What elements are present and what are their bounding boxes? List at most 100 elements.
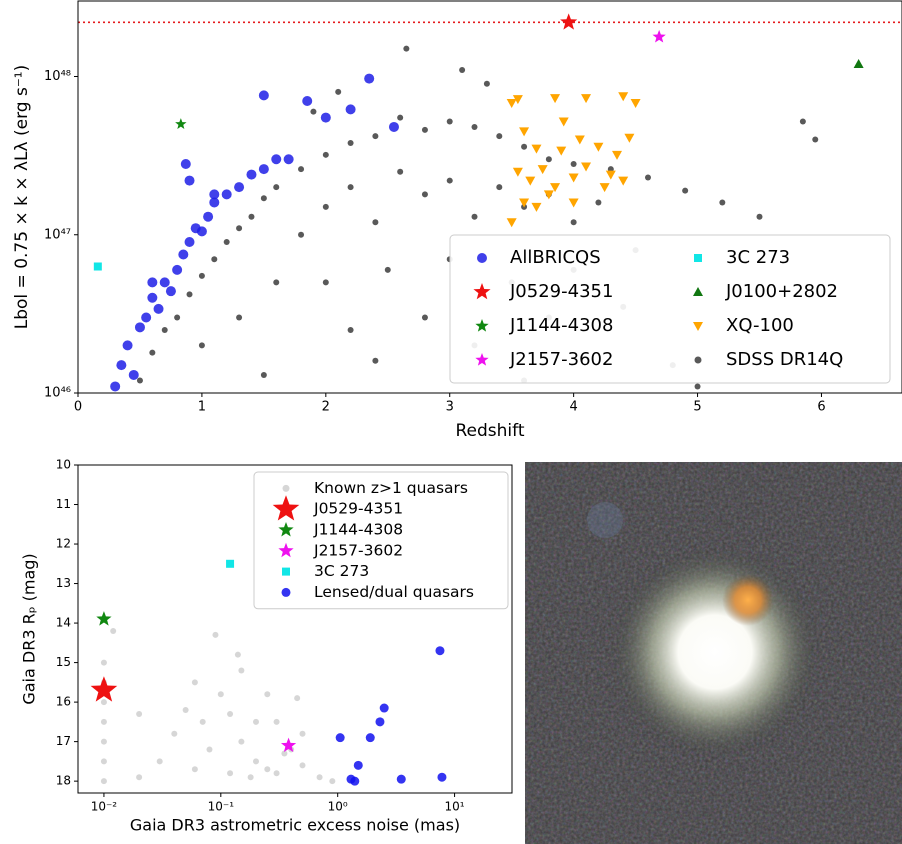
- legend-label: J0100+2802: [725, 281, 838, 302]
- data-point: [159, 277, 170, 288]
- data-point: [246, 169, 257, 180]
- legend-label: J0529-4351: [313, 500, 403, 518]
- data-point: [174, 314, 181, 321]
- data-point: [280, 737, 297, 753]
- data-point: [329, 778, 336, 785]
- data-point: [347, 140, 354, 147]
- data-point: [93, 262, 102, 271]
- legend-marker: [694, 356, 702, 364]
- data-point: [531, 144, 542, 154]
- legend-label: XQ-100: [726, 315, 794, 336]
- data-point: [320, 112, 331, 123]
- x-tick-label: 0: [74, 400, 82, 415]
- data-point: [605, 170, 616, 180]
- data-point: [612, 150, 623, 160]
- data-point: [147, 277, 158, 288]
- data-point: [365, 733, 375, 743]
- data-point: [298, 231, 305, 238]
- data-point: [437, 772, 447, 782]
- data-point: [435, 646, 445, 656]
- data-point: [322, 151, 329, 158]
- data-point: [234, 182, 245, 193]
- data-point: [347, 184, 354, 191]
- legend-marker: [475, 319, 489, 332]
- data-point: [273, 184, 280, 191]
- data-point: [198, 342, 205, 349]
- data-point: [574, 135, 585, 145]
- y-tick-label: 10: [56, 458, 71, 472]
- data-point: [618, 92, 629, 102]
- data-point: [545, 156, 552, 163]
- data-point: [299, 730, 306, 737]
- data-point: [446, 177, 453, 184]
- data-point: [122, 340, 133, 351]
- data-point: [396, 774, 406, 784]
- data-point: [525, 176, 536, 186]
- data-point: [247, 774, 254, 781]
- data-point: [100, 699, 107, 706]
- data-point: [172, 264, 183, 275]
- data-point: [581, 94, 592, 104]
- y-tick-label: 14: [56, 616, 71, 630]
- data-point: [512, 167, 523, 177]
- x-tick-label: 4: [569, 400, 577, 415]
- data-point: [136, 774, 143, 781]
- data-point: [483, 80, 490, 87]
- data-point: [110, 627, 117, 634]
- legend-marker: [693, 287, 703, 296]
- data-point: [421, 126, 428, 133]
- data-point: [149, 349, 156, 356]
- data-point: [543, 190, 554, 200]
- data-point: [570, 219, 577, 226]
- x-tick-label: 5: [693, 400, 701, 415]
- data-point: [264, 766, 271, 773]
- data-point: [568, 198, 579, 208]
- data-point: [644, 174, 651, 181]
- x-tick-label: 2: [322, 400, 330, 415]
- data-point: [388, 121, 399, 132]
- legend-marker: [278, 522, 294, 537]
- data-point: [147, 292, 158, 303]
- data-point: [372, 357, 379, 364]
- data-point: [156, 758, 163, 765]
- data-point: [227, 710, 234, 717]
- data-point: [302, 96, 313, 107]
- quasar-glow: [610, 547, 820, 757]
- data-point: [209, 197, 220, 208]
- data-point: [397, 168, 404, 175]
- data-point: [258, 90, 269, 101]
- data-point: [236, 225, 243, 232]
- y-tick-label: 18: [56, 774, 71, 788]
- data-point: [384, 266, 391, 273]
- data-point: [283, 154, 294, 165]
- data-point: [353, 760, 363, 770]
- data-point: [203, 211, 214, 222]
- data-point: [209, 189, 220, 200]
- data-point: [100, 758, 107, 765]
- data-point: [110, 381, 121, 392]
- data-point: [346, 774, 356, 784]
- data-point: [682, 187, 689, 194]
- data-point: [264, 691, 271, 698]
- data-point: [558, 117, 569, 127]
- data-point: [403, 45, 410, 52]
- y-tick-label: 11: [56, 497, 71, 511]
- x-tick-label: 10¹: [445, 800, 465, 814]
- data-point: [537, 165, 548, 175]
- data-point: [512, 95, 523, 105]
- data-point: [556, 146, 567, 156]
- data-point: [273, 718, 280, 725]
- data-point: [421, 314, 428, 321]
- data-point: [322, 203, 329, 210]
- data-point: [519, 198, 530, 208]
- legend-marker: [694, 254, 702, 262]
- x-axis-label: Redshift: [455, 421, 524, 441]
- data-point: [799, 118, 806, 125]
- legend-label: Known z>1 quasars: [314, 479, 468, 497]
- data-point: [299, 762, 306, 769]
- data-point: [459, 66, 466, 73]
- data-point: [212, 631, 219, 638]
- x-tick-label: 3: [446, 400, 454, 415]
- data-point: [252, 718, 259, 725]
